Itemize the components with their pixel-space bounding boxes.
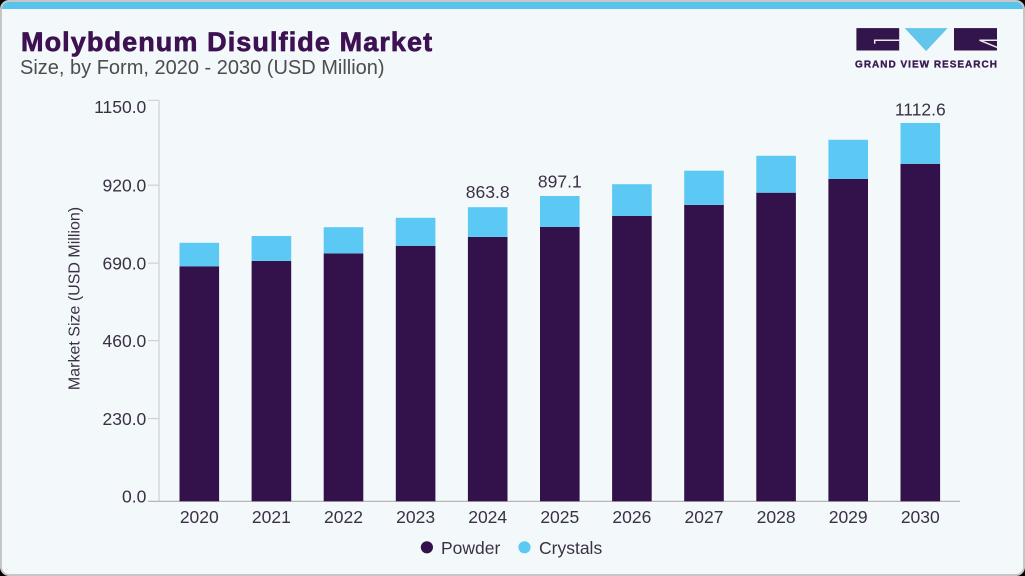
svg-text:1112.6: 1112.6	[895, 100, 946, 120]
svg-text:GRAND VIEW RESEARCH: GRAND VIEW RESEARCH	[855, 59, 998, 70]
svg-text:Market Size (USD Million): Market Size (USD Million)	[67, 207, 84, 390]
svg-text:2030: 2030	[901, 507, 940, 527]
svg-text:460.0: 460.0	[103, 331, 147, 351]
svg-text:2027: 2027	[685, 507, 724, 527]
svg-text:2029: 2029	[829, 507, 868, 527]
svg-text:1150.0: 1150.0	[94, 97, 146, 117]
svg-text:2026: 2026	[612, 507, 651, 527]
svg-text:Powder: Powder	[441, 538, 501, 558]
svg-text:2028: 2028	[757, 507, 796, 527]
svg-text:2021: 2021	[252, 507, 291, 527]
svg-text:920.0: 920.0	[103, 176, 147, 196]
svg-text:2025: 2025	[540, 507, 579, 527]
svg-text:690.0: 690.0	[103, 253, 147, 273]
svg-text:2024: 2024	[468, 507, 507, 527]
svg-text:Crystals: Crystals	[539, 538, 602, 558]
svg-text:2020: 2020	[180, 507, 219, 527]
svg-text:897.1: 897.1	[538, 171, 582, 191]
svg-text:230.0: 230.0	[103, 409, 147, 429]
svg-text:2023: 2023	[396, 507, 435, 527]
svg-text:0.0: 0.0	[122, 486, 147, 506]
svg-text:2022: 2022	[324, 507, 363, 527]
svg-text:863.8: 863.8	[466, 182, 510, 202]
